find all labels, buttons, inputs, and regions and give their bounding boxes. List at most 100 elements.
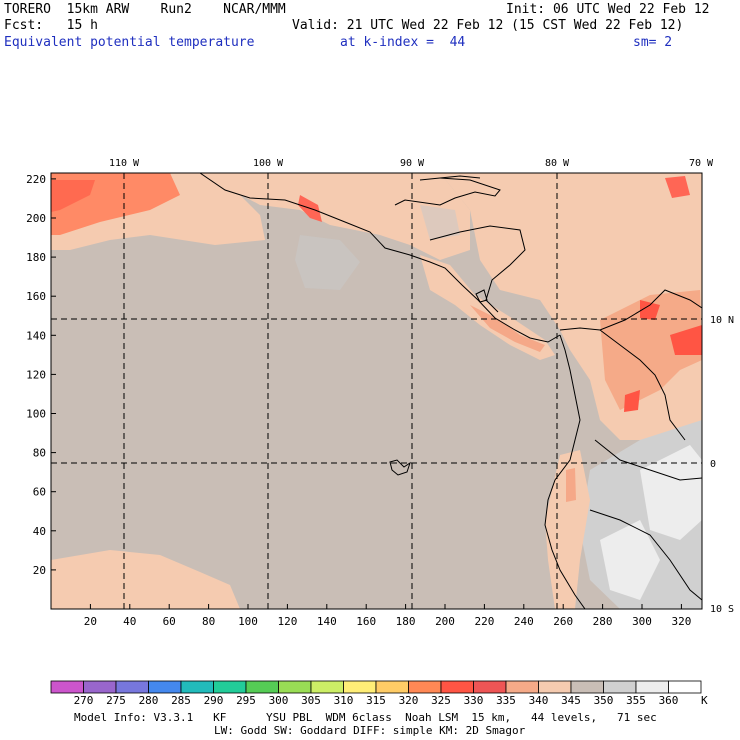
colorbar-value-label: 320 bbox=[399, 694, 419, 707]
field-region-caribbean-hot bbox=[665, 176, 690, 198]
coastline-colombia-north bbox=[559, 289, 702, 331]
field-region-peru-warm bbox=[566, 468, 576, 502]
field-region-andes-hot bbox=[624, 390, 640, 412]
colorbar-swatch bbox=[180, 680, 214, 694]
colorbar-swatch bbox=[310, 680, 344, 694]
colorbar-value-label: 355 bbox=[626, 694, 646, 707]
x-tick-label: 240 bbox=[514, 615, 534, 628]
colorbar-value-label: 325 bbox=[431, 694, 451, 707]
x-tick-label: 320 bbox=[671, 615, 691, 628]
colorbar-swatch bbox=[115, 680, 149, 694]
x-tick-label: 100 bbox=[238, 615, 258, 628]
lon-label-100w: 100 W bbox=[253, 158, 284, 169]
x-tick-label: 20 bbox=[84, 615, 97, 628]
field-region-amazon-light bbox=[640, 445, 702, 540]
valid-time: Valid: 21 UTC Wed 22 Feb 12 (15 CST Wed … bbox=[292, 18, 684, 33]
y-tick-label: 200 bbox=[26, 212, 46, 225]
field-region-colombia-hot bbox=[640, 300, 660, 320]
field-region-gulf-grey bbox=[420, 205, 460, 240]
x-tick-label: 180 bbox=[396, 615, 416, 628]
colorbar-value-label: 295 bbox=[236, 694, 256, 707]
y-axis-ticks: 20 40 60 80 100 120 140 160 180 200 220 bbox=[26, 173, 56, 577]
forecast-hour: Fcst: 15 h bbox=[4, 18, 98, 33]
colorbar-swatch bbox=[148, 680, 182, 694]
latitude-labels: 10 N 0 10 S bbox=[710, 315, 734, 615]
coastline-pacific-north bbox=[199, 173, 561, 343]
lon-label-110w: 110 W bbox=[109, 158, 140, 169]
colorbar-value-label: 290 bbox=[204, 694, 224, 707]
lon-label-80w: 80 W bbox=[545, 158, 570, 169]
colorbar-swatch bbox=[538, 680, 572, 694]
border-ecuador-peru bbox=[594, 439, 702, 481]
colorbar-swatch bbox=[278, 680, 312, 694]
coastline-yucatan bbox=[394, 177, 501, 206]
colorbar-swatch bbox=[83, 680, 117, 694]
model-info: Model Info: V3.3.1 KF YSU PBL WDM 6class… bbox=[74, 711, 657, 724]
lat-label-10n: 10 N bbox=[710, 315, 734, 326]
coastline-cuba bbox=[419, 175, 481, 181]
x-tick-label: 160 bbox=[356, 615, 376, 628]
colorbar-value-label: 310 bbox=[334, 694, 354, 707]
colorbar-value-label: 360 bbox=[659, 694, 679, 707]
colorbar-value-label: 280 bbox=[139, 694, 159, 707]
plot-frame bbox=[50, 172, 703, 610]
graticule bbox=[51, 173, 702, 609]
colorbar-value-label: 305 bbox=[301, 694, 321, 707]
y-tick-label: 20 bbox=[33, 564, 46, 577]
field-region-amazon-light-south bbox=[600, 520, 660, 600]
colorbar-swatch bbox=[440, 680, 474, 694]
field-region-northwest-hot bbox=[51, 180, 95, 212]
colorbar-swatch bbox=[343, 680, 377, 694]
y-tick-label: 160 bbox=[26, 290, 46, 303]
colorbar-value-label: 345 bbox=[561, 694, 581, 707]
y-tick-label: 40 bbox=[33, 525, 46, 538]
lon-label-90w: 90 W bbox=[400, 158, 425, 169]
y-tick-label: 60 bbox=[33, 486, 46, 499]
colorbar-swatch bbox=[505, 680, 539, 694]
x-tick-label: 300 bbox=[632, 615, 652, 628]
field-region-costa-rica bbox=[470, 305, 545, 352]
colorbar-swatch bbox=[635, 680, 669, 694]
longitude-labels: 110 W 100 W 90 W 80 W 70 W bbox=[109, 158, 714, 169]
smoothing-label: sm= 2 bbox=[633, 35, 673, 50]
colorbar-value-label: 275 bbox=[106, 694, 126, 707]
x-axis-ticks: 20 40 60 80 100 120 140 160 180 200 220 240 260 280 30… bbox=[84, 604, 691, 628]
lat-label-0: 0 bbox=[710, 459, 716, 470]
colorbar-value-label: 300 bbox=[269, 694, 289, 707]
physics-info: LW: Godd SW: Goddard DIFF: simple KM: 2D… bbox=[214, 724, 526, 737]
colorbar-swatch bbox=[408, 680, 442, 694]
x-tick-label: 280 bbox=[593, 615, 613, 628]
x-tick-label: 140 bbox=[317, 615, 337, 628]
lat-label-10s: 10 S bbox=[710, 604, 734, 615]
x-tick-label: 40 bbox=[123, 615, 136, 628]
colorbar bbox=[50, 680, 702, 694]
colorbar-swatch bbox=[375, 680, 409, 694]
colorbar-unit: K bbox=[701, 694, 708, 707]
y-tick-label: 140 bbox=[26, 329, 46, 342]
lon-label-70w: 70 W bbox=[689, 158, 714, 169]
y-tick-label: 100 bbox=[26, 408, 46, 421]
x-tick-label: 80 bbox=[202, 615, 215, 628]
colorbar-swatch bbox=[213, 680, 247, 694]
colorbar-swatch bbox=[50, 680, 84, 694]
y-tick-label: 80 bbox=[33, 447, 46, 460]
field-region-venezuela-hot bbox=[670, 325, 702, 355]
field-region-south-pacific bbox=[51, 550, 240, 609]
level-label: at k-index = 44 bbox=[340, 35, 466, 50]
coastline-caribbean-central bbox=[429, 225, 526, 313]
x-tick-label: 260 bbox=[553, 615, 573, 628]
coastline-andes-border bbox=[599, 329, 686, 441]
colorbar-swatch bbox=[603, 680, 637, 694]
field-name: Equivalent potential temperature bbox=[4, 35, 255, 50]
coastlines bbox=[199, 173, 702, 609]
field-region-peru-coast bbox=[545, 450, 590, 609]
colorbar-value-label: 285 bbox=[171, 694, 191, 707]
colorbar-value-label: 330 bbox=[464, 694, 484, 707]
model-title: TORERO 15km ARW Run2 NCAR/MMM bbox=[4, 2, 286, 17]
field-region-pacific-grey bbox=[295, 235, 360, 290]
x-tick-label: 200 bbox=[435, 615, 455, 628]
galapagos-islands bbox=[389, 459, 411, 476]
colorbar-swatch bbox=[473, 680, 507, 694]
colorbar-value-label: 350 bbox=[594, 694, 614, 707]
y-tick-label: 120 bbox=[26, 368, 46, 381]
